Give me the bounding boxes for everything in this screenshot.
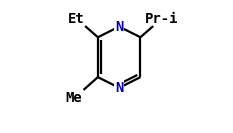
Text: Me: Me: [65, 91, 82, 105]
Text: Pr-i: Pr-i: [145, 12, 178, 26]
Text: Et: Et: [68, 12, 85, 26]
Text: N: N: [115, 81, 123, 95]
Text: N: N: [115, 20, 123, 34]
